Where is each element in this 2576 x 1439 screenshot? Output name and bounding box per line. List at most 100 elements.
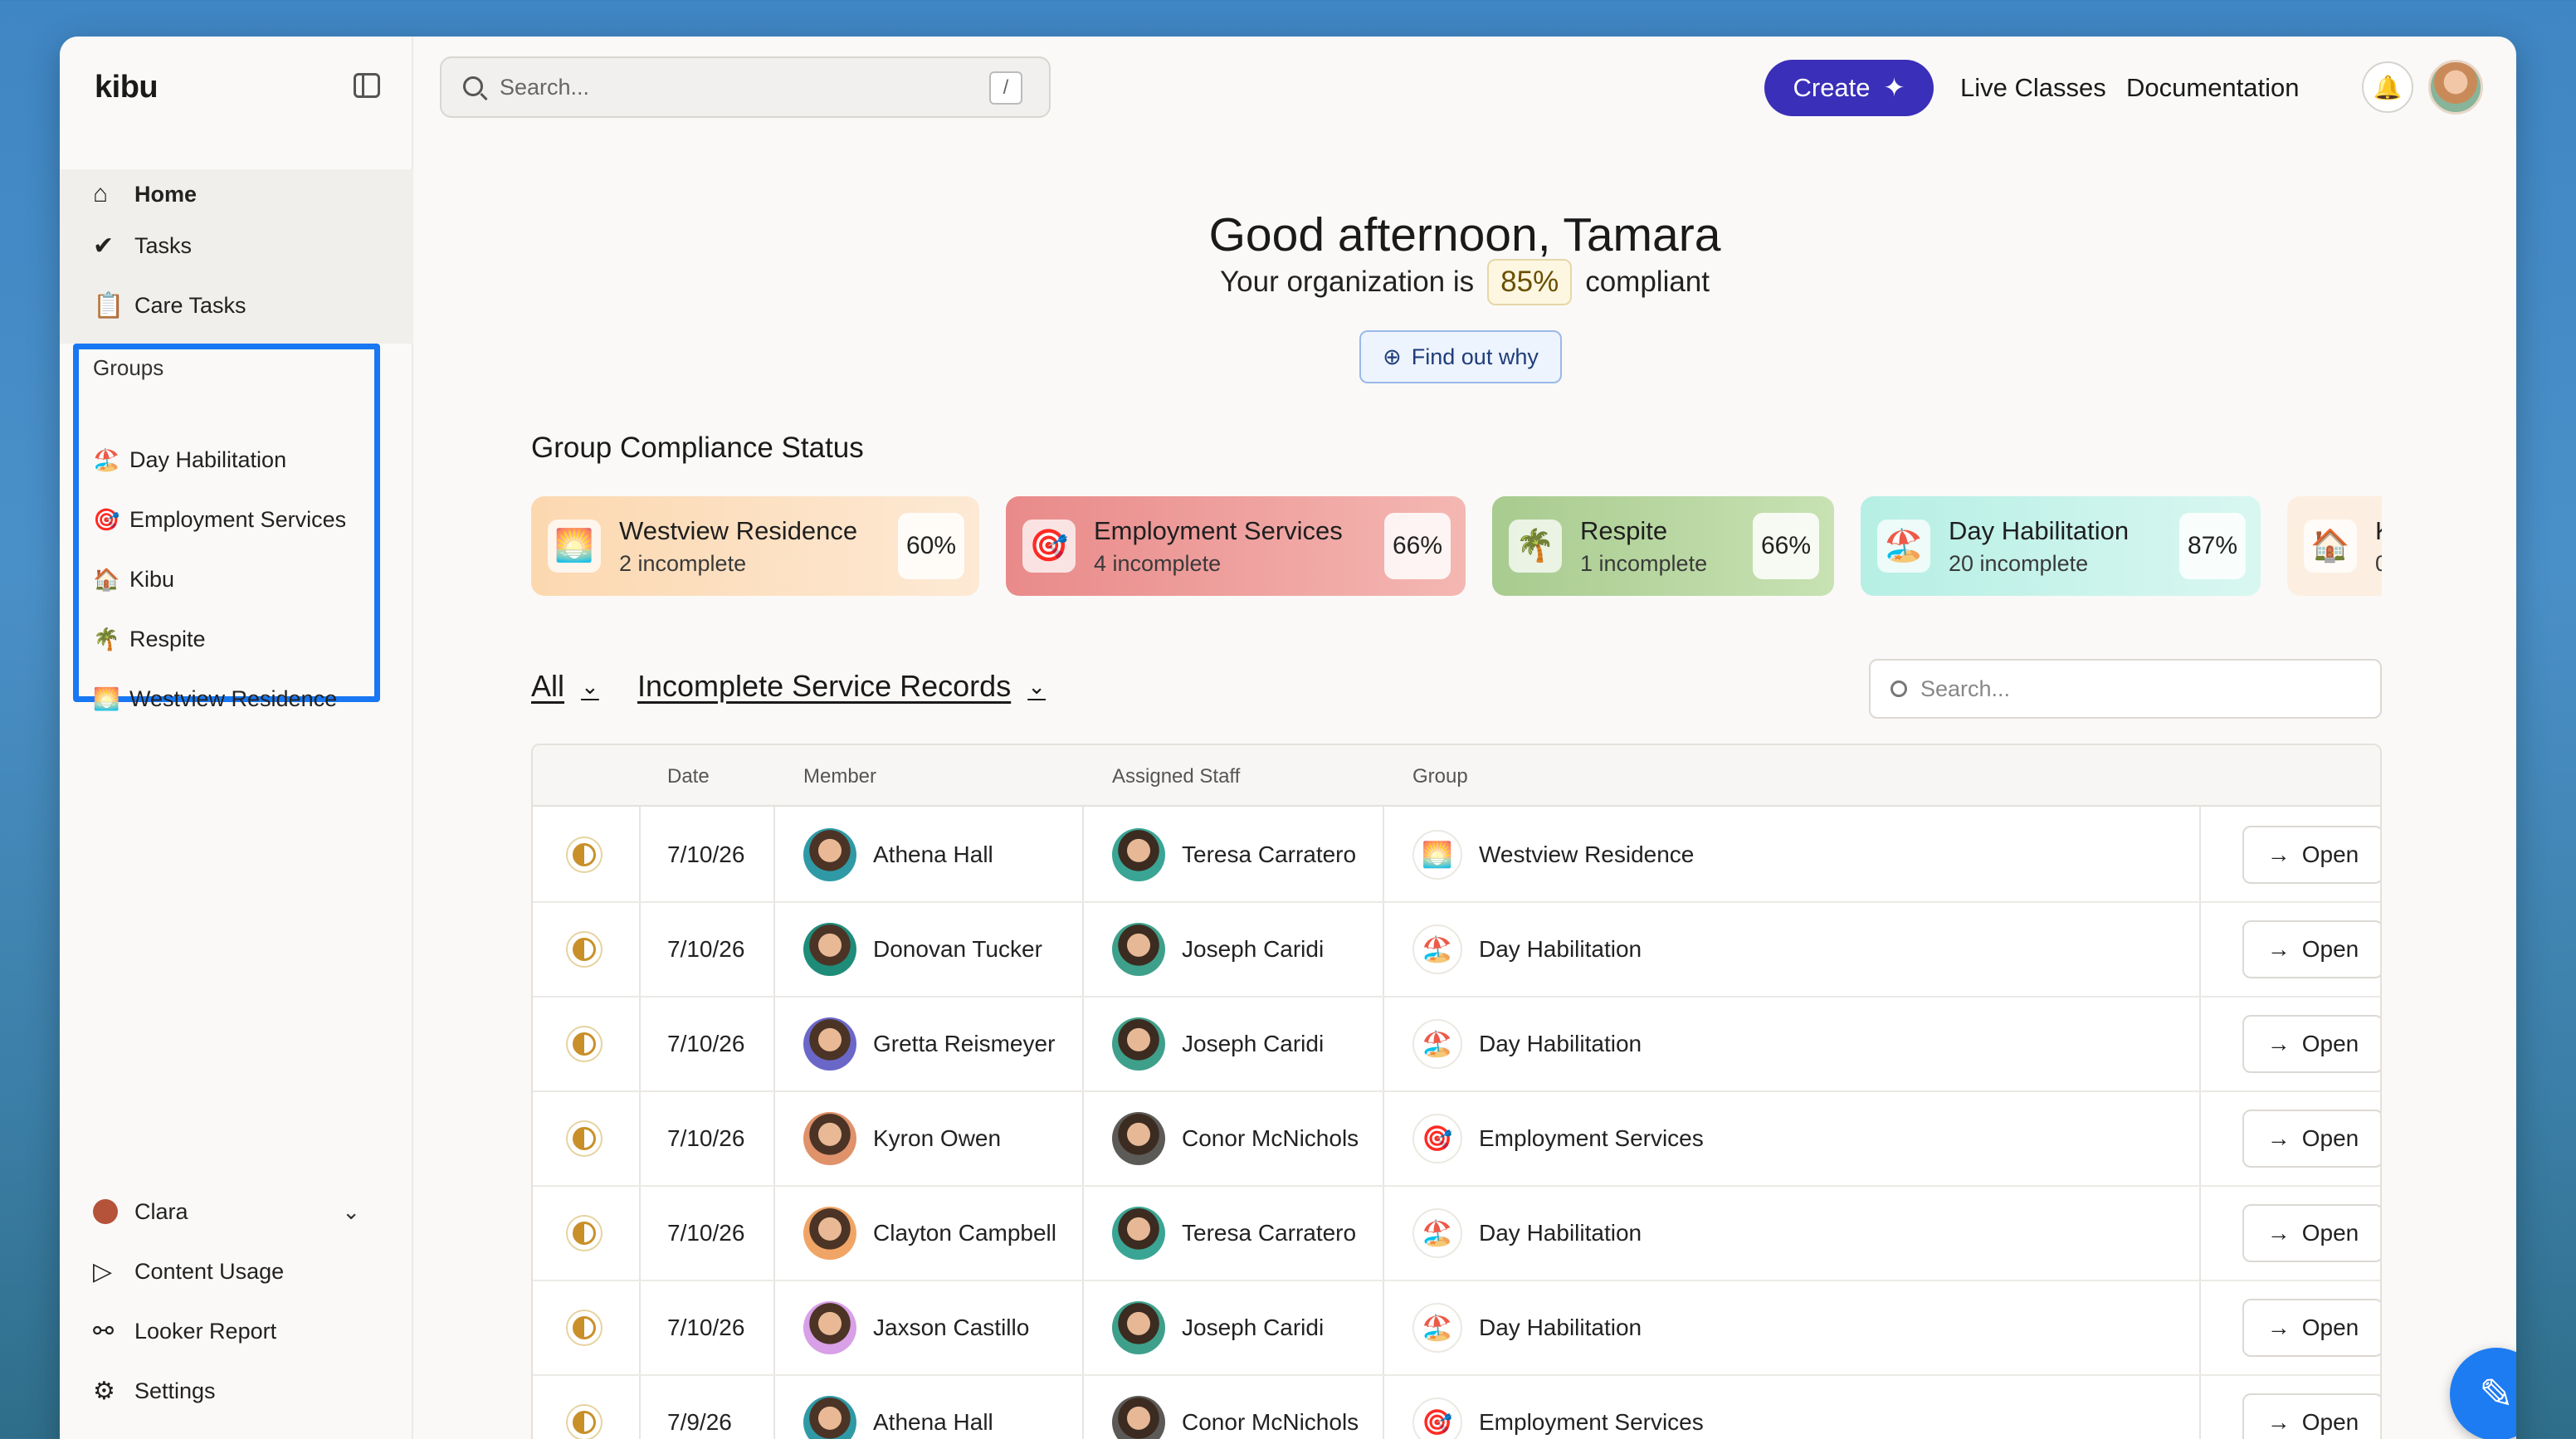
in-progress-icon (566, 1215, 603, 1251)
avatar (803, 828, 856, 881)
avatar (1112, 1207, 1165, 1260)
avatar (803, 1207, 856, 1260)
sidebar-group-day-habilitation[interactable]: 🏖️ Day Habilitation (93, 446, 287, 472)
open-button[interactable]: → Open (2242, 826, 2380, 884)
group-card-westview-residence[interactable]: 🌅 Westview Residence 2 incomplete 60% (531, 496, 979, 596)
app-window: kibu ⌂ Home ✔ Tasks 📋 Care Tasks Groups … (60, 37, 2516, 1439)
column-header-staff[interactable]: Assigned Staff (1112, 765, 1241, 788)
member-cell: Clayton Campbell (803, 1187, 1056, 1280)
sidebar-group-employment-services[interactable]: 🎯 Employment Services (93, 506, 347, 532)
sidebar-group-kibu[interactable]: 🏠 Kibu (93, 566, 175, 592)
sidebar-item-looker-report[interactable]: ⚯ Looker Report (93, 1317, 277, 1345)
home-icon: ⌂ (93, 180, 109, 207)
live-classes-link[interactable]: Live Classes (1960, 73, 2106, 102)
chevron-down-icon: ⌄ (342, 1198, 360, 1224)
primary-nav (60, 169, 413, 344)
view-filter[interactable]: Incomplete Service Records ⌄ (637, 669, 1046, 703)
create-button[interactable]: Create ✦ (1764, 60, 1934, 116)
group-cell: 🌅 Westview Residence (1412, 808, 1694, 901)
open-button[interactable]: → Open (2242, 1110, 2380, 1168)
table-row: 7/10/26 Athena Hall Teresa Carratero 🌅 W… (533, 808, 2380, 903)
table-row: 7/10/26 Donovan Tucker Joseph Caridi 🏖️ … (533, 903, 2380, 998)
group-card-employment-services[interactable]: 🎯 Employment Services 4 incomplete 66% (1006, 496, 1466, 596)
user-switcher[interactable]: Clara ⌄ (93, 1188, 392, 1235)
section-title: Group Compliance Status (531, 432, 864, 464)
bell-icon[interactable]: 🔔 (2362, 61, 2413, 113)
sidebar-toggle-icon[interactable] (354, 73, 380, 98)
group-icon: 🏖️ (1412, 1208, 1462, 1258)
column-header-group[interactable]: Group (1412, 765, 1468, 788)
open-button[interactable]: → Open (2242, 1393, 2380, 1439)
sunset-icon: 🌅 (548, 520, 601, 573)
status-cell (566, 1281, 603, 1374)
group-card-respite[interactable]: 🌴 Respite 1 incomplete 66% (1492, 496, 1834, 596)
date-cell: 7/10/26 (667, 1220, 745, 1246)
in-progress-icon (566, 1310, 603, 1346)
page-title: Good afternoon, Tamara (1208, 208, 1721, 261)
card-percent: 87% (2179, 513, 2246, 579)
sidebar-item-content-usage[interactable]: ▷ Content Usage (93, 1257, 285, 1285)
beach-icon: 🏖️ (93, 446, 120, 472)
open-button[interactable]: → Open (2242, 920, 2380, 978)
open-button[interactable]: → Open (2242, 1299, 2380, 1357)
compose-button[interactable]: ✎ (2450, 1348, 2516, 1439)
sidebar-item-tasks[interactable]: ✔ Tasks (93, 232, 193, 260)
open-button[interactable]: → Open (2242, 1015, 2380, 1073)
staff-cell: Joseph Caridi (1112, 903, 1324, 996)
chevron-down-icon: ⌄ (581, 673, 599, 699)
group-icon: 🏖️ (1412, 1019, 1462, 1069)
staff-cell: Teresa Carratero (1112, 1187, 1356, 1280)
in-progress-icon (566, 931, 603, 968)
group-card-day-habilitation[interactable]: 🏖️ Day Habilitation 20 incomplete 87% (1861, 496, 2261, 596)
action-cell: → Open (2242, 903, 2380, 996)
date-cell: 7/10/26 (667, 936, 745, 962)
member-cell: Athena Hall (803, 1376, 993, 1439)
table-search-input[interactable]: Search... (1869, 659, 2382, 719)
report-icon: ⚯ (93, 1317, 115, 1345)
sidebar: kibu ⌂ Home ✔ Tasks 📋 Care Tasks Groups … (60, 37, 413, 1439)
date-cell: 7/9/26 (667, 1409, 732, 1435)
search-icon (1891, 680, 1907, 697)
table-row: 7/10/26 Gretta Reismeyer Joseph Caridi 🏖… (533, 998, 2380, 1092)
staff-cell: Joseph Caridi (1112, 998, 1324, 1090)
table-row: 7/10/26 Clayton Campbell Teresa Carrater… (533, 1187, 2380, 1281)
staff-cell: Joseph Caridi (1112, 1281, 1324, 1374)
magic-wand-icon: ✦ (1883, 73, 1905, 102)
avatar (803, 1396, 856, 1439)
avatar (1112, 1112, 1165, 1165)
sidebar-group-respite[interactable]: 🌴 Respite (93, 626, 206, 651)
find-out-why-button[interactable]: ⊕ Find out why (1359, 330, 1562, 383)
groups-label: Groups (93, 355, 164, 380)
arrow-right-icon: → (2266, 1315, 2291, 1340)
arrow-right-icon: → (2266, 1031, 2291, 1056)
sidebar-item-home[interactable]: ⌂ Home (93, 180, 198, 207)
avatar (1112, 923, 1165, 976)
avatar (803, 1017, 856, 1071)
avatar[interactable] (2428, 60, 2483, 115)
group-cell: 🏖️ Day Habilitation (1412, 1281, 1642, 1374)
edit-icon: ✎ (2479, 1371, 2514, 1417)
action-cell: → Open (2242, 1092, 2380, 1185)
documentation-link[interactable]: Documentation (2126, 73, 2300, 102)
target-icon: 🎯 (1022, 520, 1076, 573)
group-icon: 🏖️ (1412, 1303, 1462, 1353)
sidebar-group-westview-residence[interactable]: 🌅 Westview Residence (93, 685, 338, 711)
app-logo: kibu (95, 70, 159, 105)
sidebar-item-care-tasks[interactable]: 📋 Care Tasks (93, 291, 246, 320)
column-header-date[interactable]: Date (667, 765, 710, 788)
table-row: 7/9/26 Athena Hall Conor McNichols 🎯 Emp… (533, 1376, 2380, 1439)
global-search-input[interactable]: Search... / (440, 56, 1051, 118)
in-progress-icon (566, 837, 603, 873)
open-button[interactable]: → Open (2242, 1204, 2380, 1262)
in-progress-icon (566, 1404, 603, 1439)
house-icon: 🏠 (93, 566, 120, 592)
table-row: 7/10/26 Kyron Owen Conor McNichols 🎯 Emp… (533, 1092, 2380, 1187)
staff-cell: Conor McNichols (1112, 1092, 1359, 1185)
group-icon: 🎯 (1412, 1398, 1462, 1439)
group-cell: 🏖️ Day Habilitation (1412, 1187, 1642, 1280)
group-card-kibu[interactable]: 🏠 Ki0 i (2287, 496, 2382, 596)
status-cell (566, 1092, 603, 1185)
sidebar-item-settings[interactable]: ⚙ Settings (93, 1377, 216, 1405)
scope-filter[interactable]: All ⌄ (531, 669, 599, 703)
column-header-member[interactable]: Member (803, 765, 877, 788)
